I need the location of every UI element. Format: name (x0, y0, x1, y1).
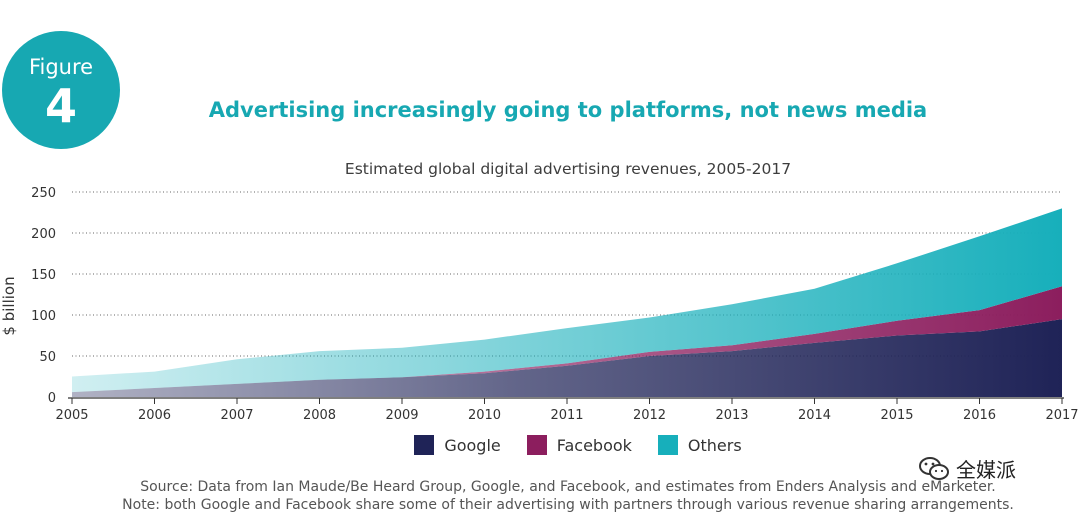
headline: Advertising increasingly going to platfo… (208, 98, 928, 122)
x-tick-label: 2010 (468, 408, 501, 423)
watermark-text: 全媒派 (956, 458, 1016, 482)
x-tick-label: 2006 (138, 408, 171, 423)
legend-item-google: Google (414, 435, 501, 455)
y-tick-label: 150 (31, 268, 56, 283)
legend-label-google: Google (444, 435, 501, 455)
x-tick-label: 2016 (963, 408, 996, 423)
legend-item-facebook: Facebook (526, 435, 632, 455)
x-tick-label: 2013 (715, 408, 748, 423)
legend-swatch-google (414, 435, 435, 455)
y-tick-label: 250 (31, 186, 56, 201)
figure-label: Figure (28, 55, 94, 79)
legend-swatch-facebook (526, 435, 547, 455)
chart-title: Estimated global digital advertising rev… (344, 160, 792, 178)
source-note: Source: Data from Ian Maude/Be Heard Gro… (0, 478, 1080, 514)
y-tick-label: 200 (31, 227, 56, 242)
legend-item-others: Others (657, 435, 742, 455)
figure-number: 4 (44, 79, 77, 133)
x-tick-label: 2015 (880, 408, 913, 423)
area-google (72, 319, 1062, 397)
legend-label-others: Others (687, 435, 742, 455)
legend-swatch-others (657, 435, 678, 455)
source-line: Source: Data from Ian Maude/Be Heard Gro… (140, 479, 996, 495)
legend-label-facebook: Facebook (556, 435, 632, 455)
x-tick-label: 2017 (1045, 408, 1078, 423)
y-axis-label: $ billion (0, 276, 18, 335)
area-chart: 0 50 100 150 200 250 2005 2006 2007 2008 2009 2010 2… (0, 186, 1079, 423)
x-tick-label: 2008 (303, 408, 336, 423)
x-tick-label: 2009 (385, 408, 418, 423)
x-tick-label: 2011 (550, 408, 583, 423)
note-line: Note: both Google and Facebook share som… (122, 497, 1014, 513)
y-tick-label: 100 (31, 309, 56, 324)
x-tick-label: 2012 (633, 408, 666, 423)
figure-badge: Figure 4 (2, 31, 120, 149)
y-tick-label: 0 (48, 391, 56, 406)
x-tick-label: 2007 (220, 408, 253, 423)
watermark: 全媒派 (918, 454, 1016, 483)
chart-legend: Google Facebook Others (0, 435, 1080, 455)
x-tick-label: 2005 (55, 408, 88, 423)
area-others (72, 208, 1062, 393)
wechat-logo-icon (919, 456, 949, 480)
x-tick-label: 2014 (798, 408, 831, 423)
y-tick-label: 50 (39, 350, 56, 365)
